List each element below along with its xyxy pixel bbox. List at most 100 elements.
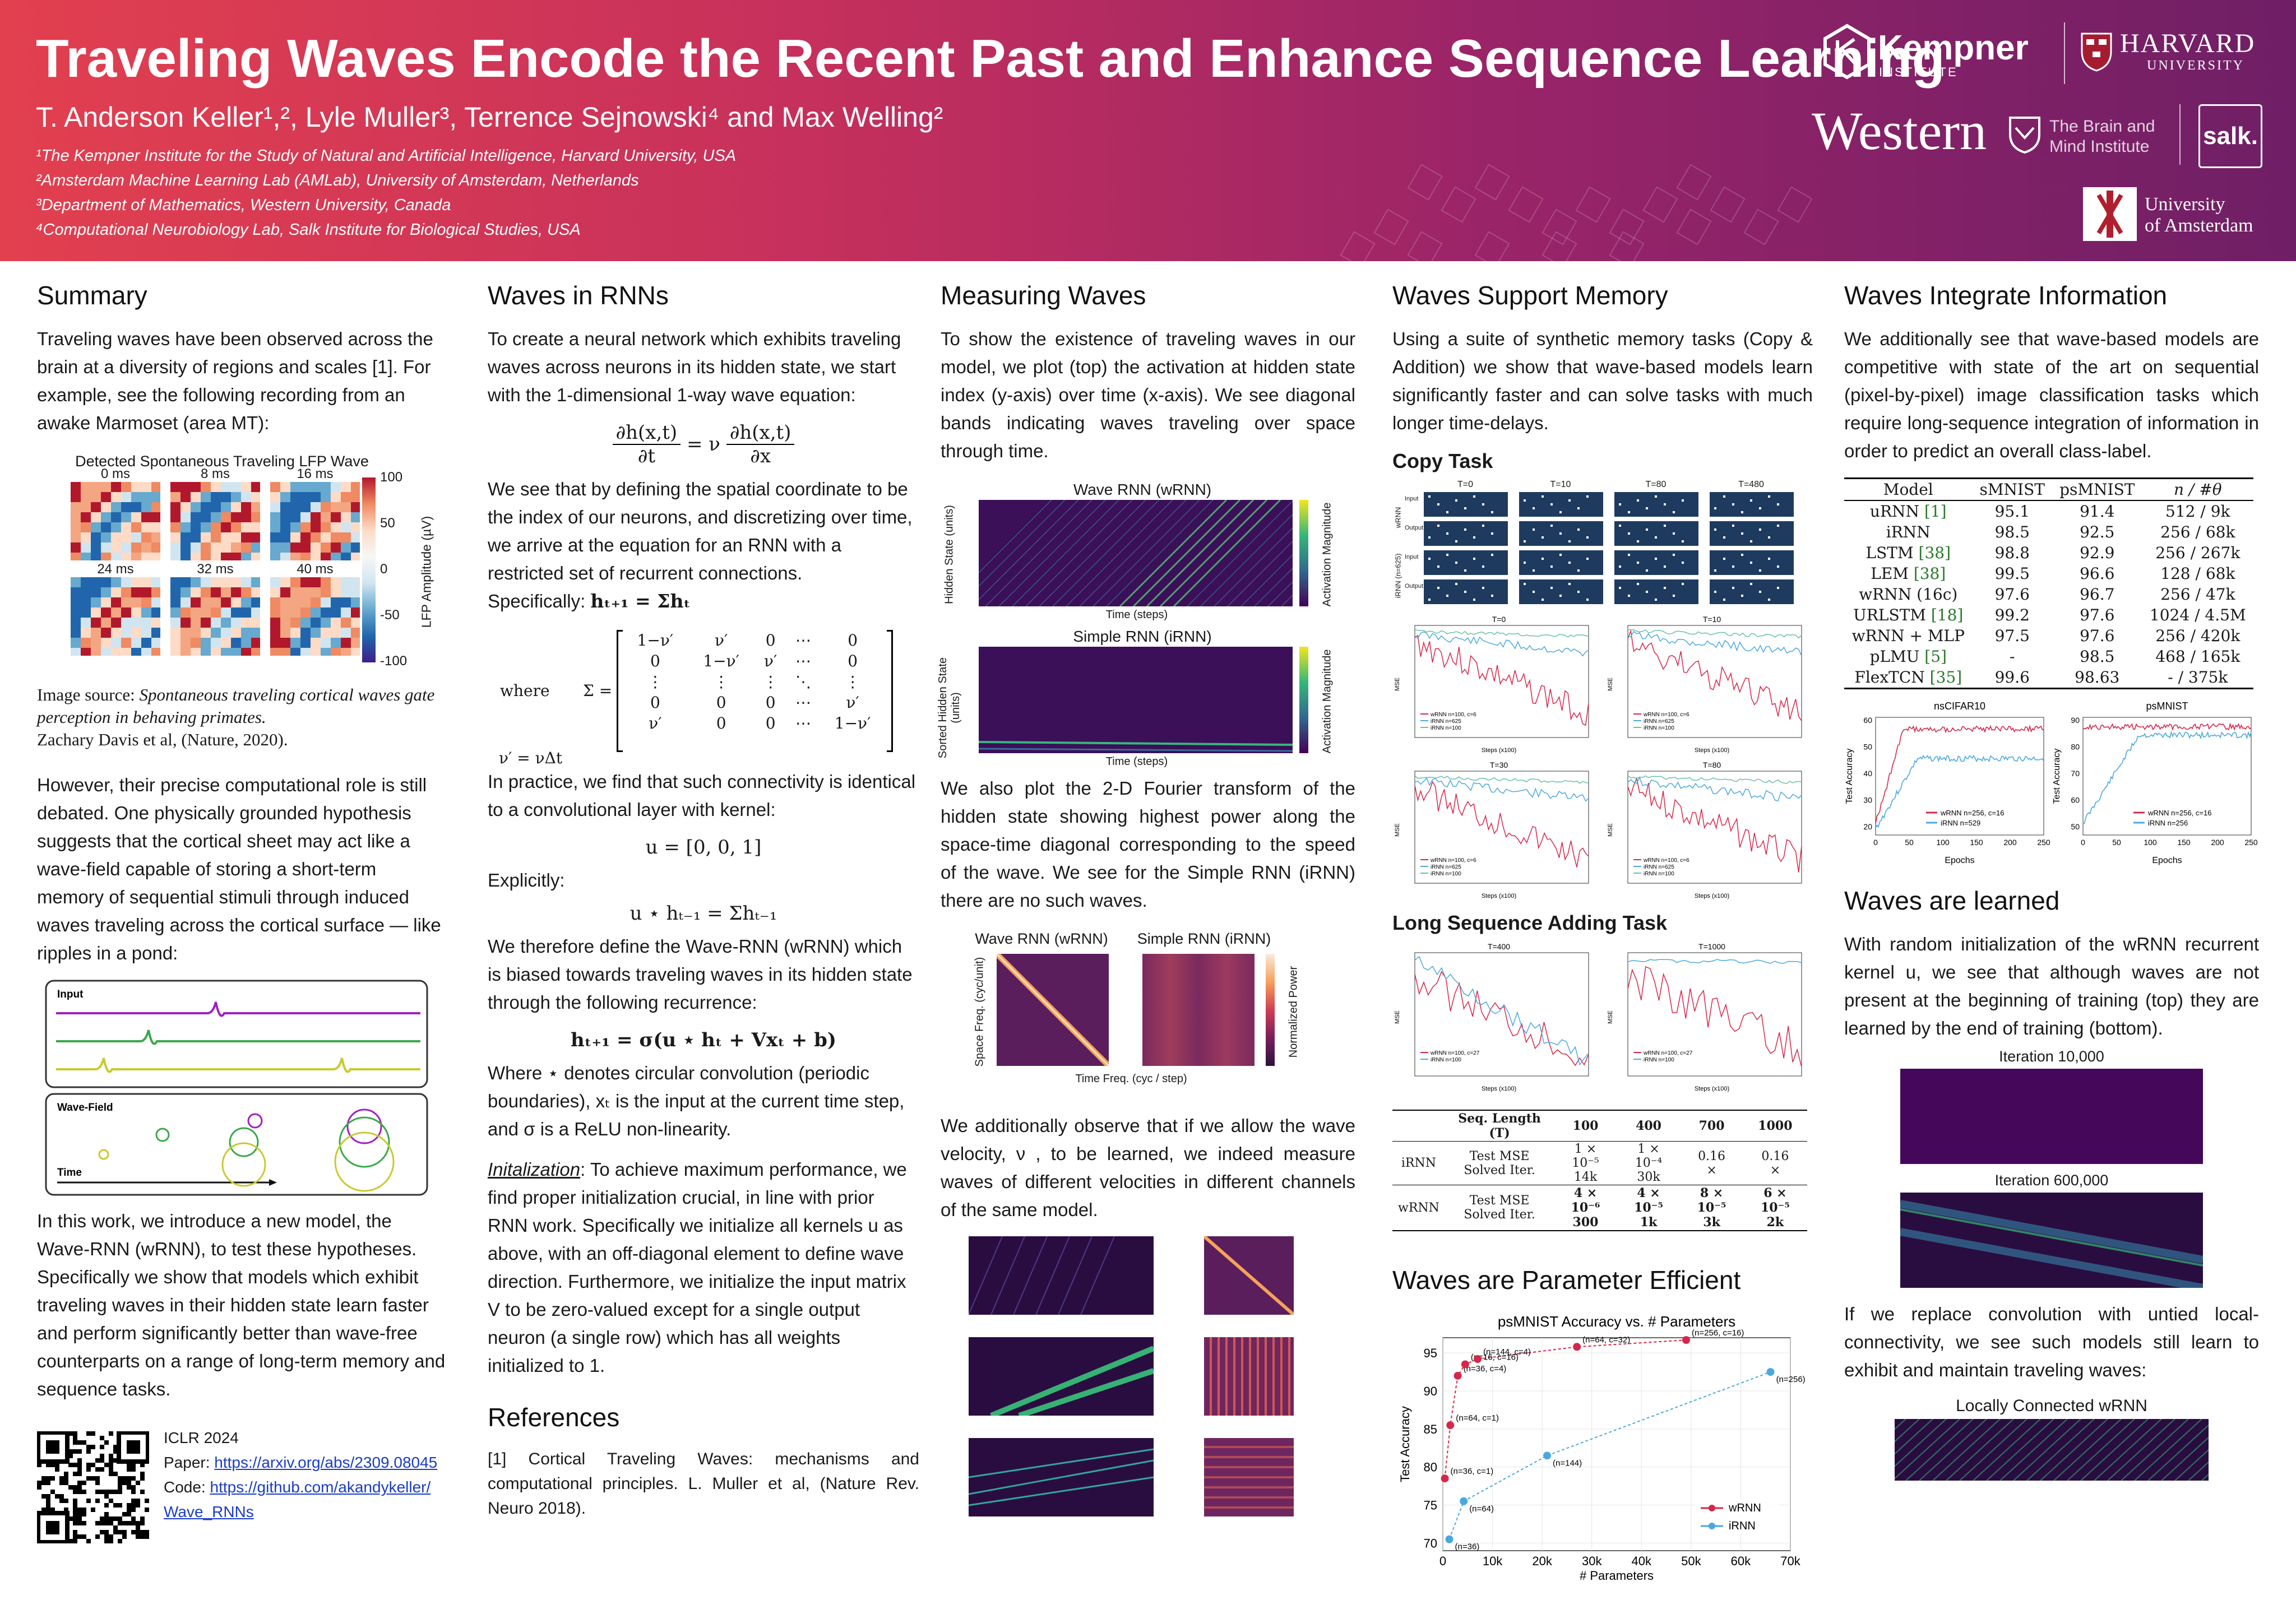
subsection-title: Long Sequence Adding Task xyxy=(1392,911,1668,934)
svg-text:50: 50 xyxy=(1863,743,1872,752)
colorbar xyxy=(1299,500,1308,606)
svg-text:T=30: T=30 xyxy=(1490,760,1508,769)
svg-text:20: 20 xyxy=(1863,822,1872,831)
svg-text:Time: Time xyxy=(57,1167,82,1179)
point-label: (n=64, c=32) xyxy=(1582,1335,1630,1344)
rnn-paragraph: To create a neural network which exhibit… xyxy=(488,328,901,405)
y-tick-label: 90 xyxy=(1424,1384,1437,1398)
logo-divider xyxy=(2064,22,2065,84)
colorbar-label: LFP Amplitude (µV) xyxy=(419,516,434,628)
data-point xyxy=(1441,1474,1449,1483)
svg-text:50: 50 xyxy=(2112,838,2121,847)
svg-text:T=400: T=400 xyxy=(1488,942,1510,951)
svg-text:Steps (x100): Steps (x100) xyxy=(1695,1086,1729,1092)
paper-link[interactable]: https://arxiv.org/abs/2309.08045 xyxy=(214,1454,438,1471)
affiliation-list: ¹The Kempner Institute for the Study of … xyxy=(36,143,736,242)
point-label: (n=256, c=16) xyxy=(1692,1328,1744,1338)
point-label: (n=144, c=4) xyxy=(1483,1347,1531,1357)
point-label: (n=36, c=4) xyxy=(1464,1364,1507,1374)
svg-text:0: 0 xyxy=(2081,838,2085,847)
harvard-sub: UNIVERSITY xyxy=(2147,58,2244,73)
section-title: Waves in RNNs xyxy=(488,281,669,310)
rnn-column: Waves in RNNs To create a neural network… xyxy=(488,280,919,1603)
colorbar xyxy=(362,477,376,662)
legend-label: wRNN xyxy=(1728,1502,1761,1514)
param-efficiency-chart: psMNIST Accuracy vs. # Parameters 0 10k 20k… xyxy=(1398,1313,1806,1583)
harvard-wordmark: HARVARD xyxy=(2120,29,2256,58)
legend-label: iRNN xyxy=(1729,1520,1756,1532)
svg-text:MSE: MSE xyxy=(1607,1010,1614,1024)
svg-text:wRNN n=100, c=6: wRNN n=100, c=6 xyxy=(1430,857,1476,864)
poster-header: Traveling Waves Encode the Recent Past a… xyxy=(0,0,2296,261)
wrnn-fourier xyxy=(997,954,1109,1066)
svg-text:Wave-Field: Wave-Field xyxy=(57,1102,113,1114)
adding-plots: T=400 Steps (x100) MSE wRNN n=100, c=27 iRNN… xyxy=(1392,942,1813,1098)
code-link-cont[interactable]: Wave_RNNs xyxy=(164,1503,254,1520)
panel-time-label: 8 ms xyxy=(200,466,230,481)
point-label: (n=256) xyxy=(1776,1375,1806,1384)
svg-text:wRNN n=256, c=16: wRNN n=256, c=16 xyxy=(2147,809,2211,817)
measure-paragraph: To show the existence of traveling waves… xyxy=(941,328,1355,461)
iteration-10k-heatmap xyxy=(1900,1069,2203,1164)
svg-text:iRNN n=100: iRNN n=100 xyxy=(1644,725,1674,731)
lfp-panel xyxy=(270,577,360,656)
svg-text:Steps (x100): Steps (x100) xyxy=(1695,747,1729,754)
copy-sample xyxy=(1424,550,1508,575)
matrix-table: 1−ν′ ν′ 0 ⋯ 0 0 1−ν′ ν′ ⋯ 0 ⋮ ⋮ ⋮ ⋱ ⋮ 0 0 0 ⋯ ν′ ν′ 0 0 ⋯ 1−ν′ xyxy=(637,631,871,732)
code-link[interactable]: https://github.com/akandykeller/ xyxy=(210,1478,431,1496)
data-point xyxy=(1446,1421,1455,1430)
y-tick-label: 70 xyxy=(1424,1536,1437,1550)
logo-divider xyxy=(2179,104,2181,165)
table-row: uRNN [1] 95.1 91.4 512 / 9k xyxy=(1869,502,2230,521)
x-axis-label: # Parameters xyxy=(1580,1569,1654,1583)
affiliation: ²Amsterdam Machine Learning Lab (AMLab),… xyxy=(36,171,639,189)
y-tick-label: 95 xyxy=(1424,1346,1437,1360)
channel-fourier xyxy=(1204,1337,1294,1416)
memory-paragraph: Using a suite of synthetic memory tasks … xyxy=(1392,328,1813,433)
table-row: wRNN + MLP 97.5 97.6 256 / 420k xyxy=(1851,627,2241,645)
chart-title: psMNIST Accuracy vs. # Parameters xyxy=(1498,1313,1735,1330)
section-title: Waves Integrate Information xyxy=(1844,281,2168,310)
point-label: (n=64, c=1) xyxy=(1456,1413,1499,1423)
svg-text:iRNN n=100: iRNN n=100 xyxy=(1431,725,1461,731)
data-point xyxy=(1461,1360,1469,1369)
svg-text:MSE: MSE xyxy=(1607,678,1614,691)
lfp-panel xyxy=(71,482,160,560)
svg-text:wRNN n=100, c=6: wRNN n=100, c=6 xyxy=(1643,857,1689,864)
point-label: (n=16, c=16) xyxy=(1471,1353,1519,1362)
summary-paragraph: Traveling waves have been observed acros… xyxy=(37,328,433,433)
point-label: (n=36) xyxy=(1455,1542,1480,1552)
x-tick-label: 70k xyxy=(1780,1554,1800,1568)
nscifar-chart: nsCIFAR10 Epochs Test Accuracy 60 50 40 30 200 5… xyxy=(1845,701,2050,865)
sigma-matrix: where Σ = 1−ν′ ν′ 0 ⋯ 0 0 1−ν′ ν′ ⋯ 0 ⋮ ⋮ ⋮ ⋱ ⋮ 0 0 0 ⋯ ν′ ν… xyxy=(488,628,919,768)
x-tick-label: 20k xyxy=(1532,1554,1552,1568)
lfp-panel xyxy=(170,577,260,656)
copy-sample xyxy=(1614,550,1698,575)
svg-text:T=80: T=80 xyxy=(1703,760,1721,769)
panel-time-label: 16 ms xyxy=(297,466,334,481)
svg-text:250: 250 xyxy=(2244,838,2258,847)
accuracy-curves: nsCIFAR10 Epochs Test Accuracy 60 50 40 30 20 0 5… xyxy=(1844,695,2259,869)
wave-equation: ∂h(x,t) ∂t = ν ∂h(x,t) ∂x xyxy=(488,421,919,467)
qr-code-icon[interactable] xyxy=(36,1430,150,1545)
svg-text:150: 150 xyxy=(1970,838,1983,847)
summary-paragraph: In this work, we introduce a new model, … xyxy=(37,1210,446,1399)
copy-sample xyxy=(1710,579,1794,604)
wrnn-heatmap xyxy=(979,500,1293,606)
iteration-600k-heatmap xyxy=(1900,1193,2203,1288)
svg-text:70: 70 xyxy=(2071,769,2080,778)
svg-text:iRNN n=625: iRNN n=625 xyxy=(1431,718,1461,725)
x-tick-label: 50k xyxy=(1681,1554,1701,1568)
table-row: iRNN Test MSE Solved Iter. 1 × 10⁻⁵ 14k 1 × 1… xyxy=(1392,1141,1807,1185)
data-point xyxy=(1460,1497,1468,1505)
svg-text:MSE: MSE xyxy=(1394,678,1401,691)
svg-text:50: 50 xyxy=(1905,838,1914,847)
svg-text:wRNN n=256, c=16: wRNN n=256, c=16 xyxy=(1940,809,2004,817)
data-point xyxy=(1573,1343,1581,1351)
rnn-paragraph: Explicitly: xyxy=(488,870,565,891)
svg-text:iRNN n=625: iRNN n=625 xyxy=(1644,864,1674,870)
